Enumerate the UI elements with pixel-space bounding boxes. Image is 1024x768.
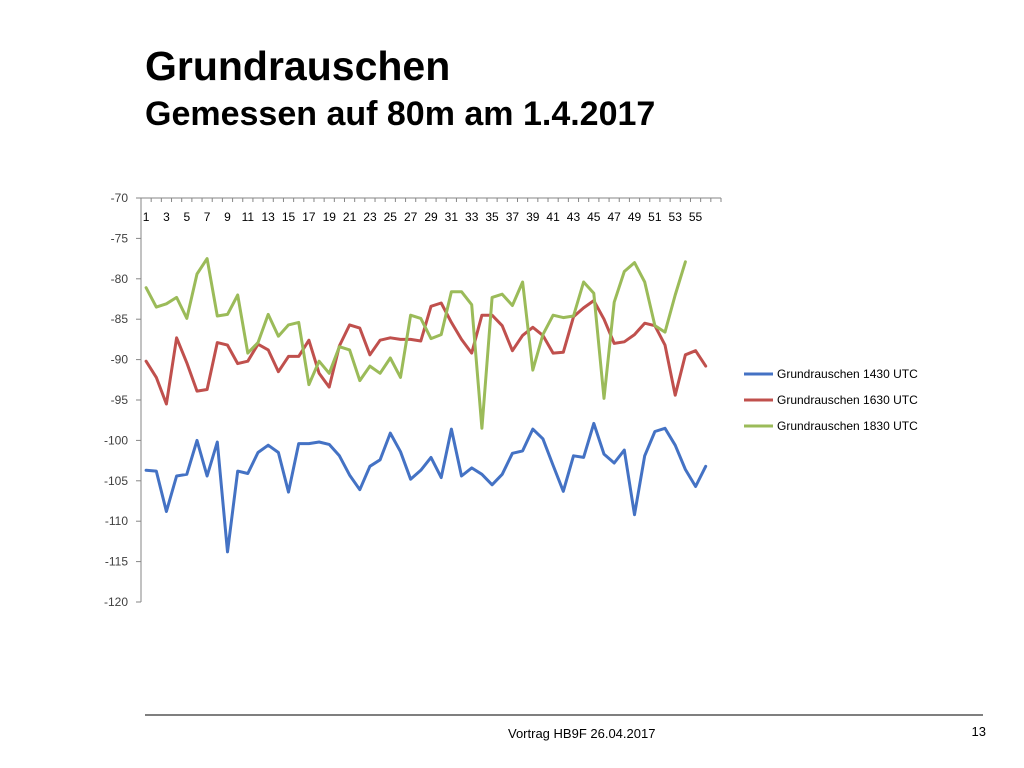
y-tick-label: -105 xyxy=(104,474,128,488)
x-tick-label: 31 xyxy=(445,210,459,224)
y-tick-label: -70 xyxy=(111,191,129,205)
y-tick-label: -120 xyxy=(104,595,128,609)
x-tick-label: 21 xyxy=(343,210,357,224)
x-tick-label: 37 xyxy=(506,210,520,224)
series-line-3 xyxy=(144,257,687,430)
x-tick-label: 33 xyxy=(465,210,479,224)
x-tick-label: 55 xyxy=(689,210,703,224)
x-tick-label: 9 xyxy=(224,210,231,224)
series-line-1 xyxy=(144,421,708,554)
legend-label: Grundrauschen 1630 UTC xyxy=(777,393,918,407)
x-tick-label: 45 xyxy=(587,210,601,224)
y-tick-label: -75 xyxy=(111,231,129,245)
legend-label: Grundrauschen 1830 UTC xyxy=(777,419,918,433)
x-tick-label: 19 xyxy=(323,210,337,224)
x-tick-label: 47 xyxy=(607,210,621,224)
x-tick-label: 25 xyxy=(384,210,398,224)
y-tick-label: -85 xyxy=(111,312,129,326)
x-tick-label: 17 xyxy=(302,210,316,224)
x-tick-label: 5 xyxy=(183,210,190,224)
x-tick-label: 1 xyxy=(143,210,150,224)
x-tick-label: 13 xyxy=(262,210,276,224)
page-number: 13 xyxy=(971,724,986,739)
x-tick-label: 39 xyxy=(526,210,540,224)
y-tick-label: -95 xyxy=(111,393,129,407)
x-tick-label: 41 xyxy=(546,210,560,224)
x-tick-label: 51 xyxy=(648,210,662,224)
x-tick-label: 15 xyxy=(282,210,296,224)
y-tick-label: -110 xyxy=(105,514,128,528)
y-tick-label: -90 xyxy=(111,353,129,367)
y-tick-label: -115 xyxy=(105,555,128,569)
y-tick-label: -80 xyxy=(111,272,129,286)
x-tick-label: 3 xyxy=(163,210,170,224)
slide-title: Grundrauschen xyxy=(145,43,451,89)
footer-text: Vortrag HB9F 26.04.2017 xyxy=(508,726,656,741)
footer-divider xyxy=(145,714,983,716)
x-tick-label: 23 xyxy=(363,210,377,224)
slide-subtitle: Gemessen auf 80m am 1.4.2017 xyxy=(145,95,656,133)
x-tick-label: 29 xyxy=(424,210,438,224)
y-tick-label: -100 xyxy=(104,433,128,447)
x-tick-label: 27 xyxy=(404,210,418,224)
series-line-2 xyxy=(144,299,708,406)
x-tick-label: 11 xyxy=(242,210,255,224)
x-tick-label: 53 xyxy=(669,210,683,224)
legend-label: Grundrauschen 1430 UTC xyxy=(777,367,918,381)
x-tick-label: 43 xyxy=(567,210,581,224)
x-tick-label: 49 xyxy=(628,210,642,224)
x-tick-label: 35 xyxy=(485,210,499,224)
x-tick-label: 7 xyxy=(204,210,211,224)
